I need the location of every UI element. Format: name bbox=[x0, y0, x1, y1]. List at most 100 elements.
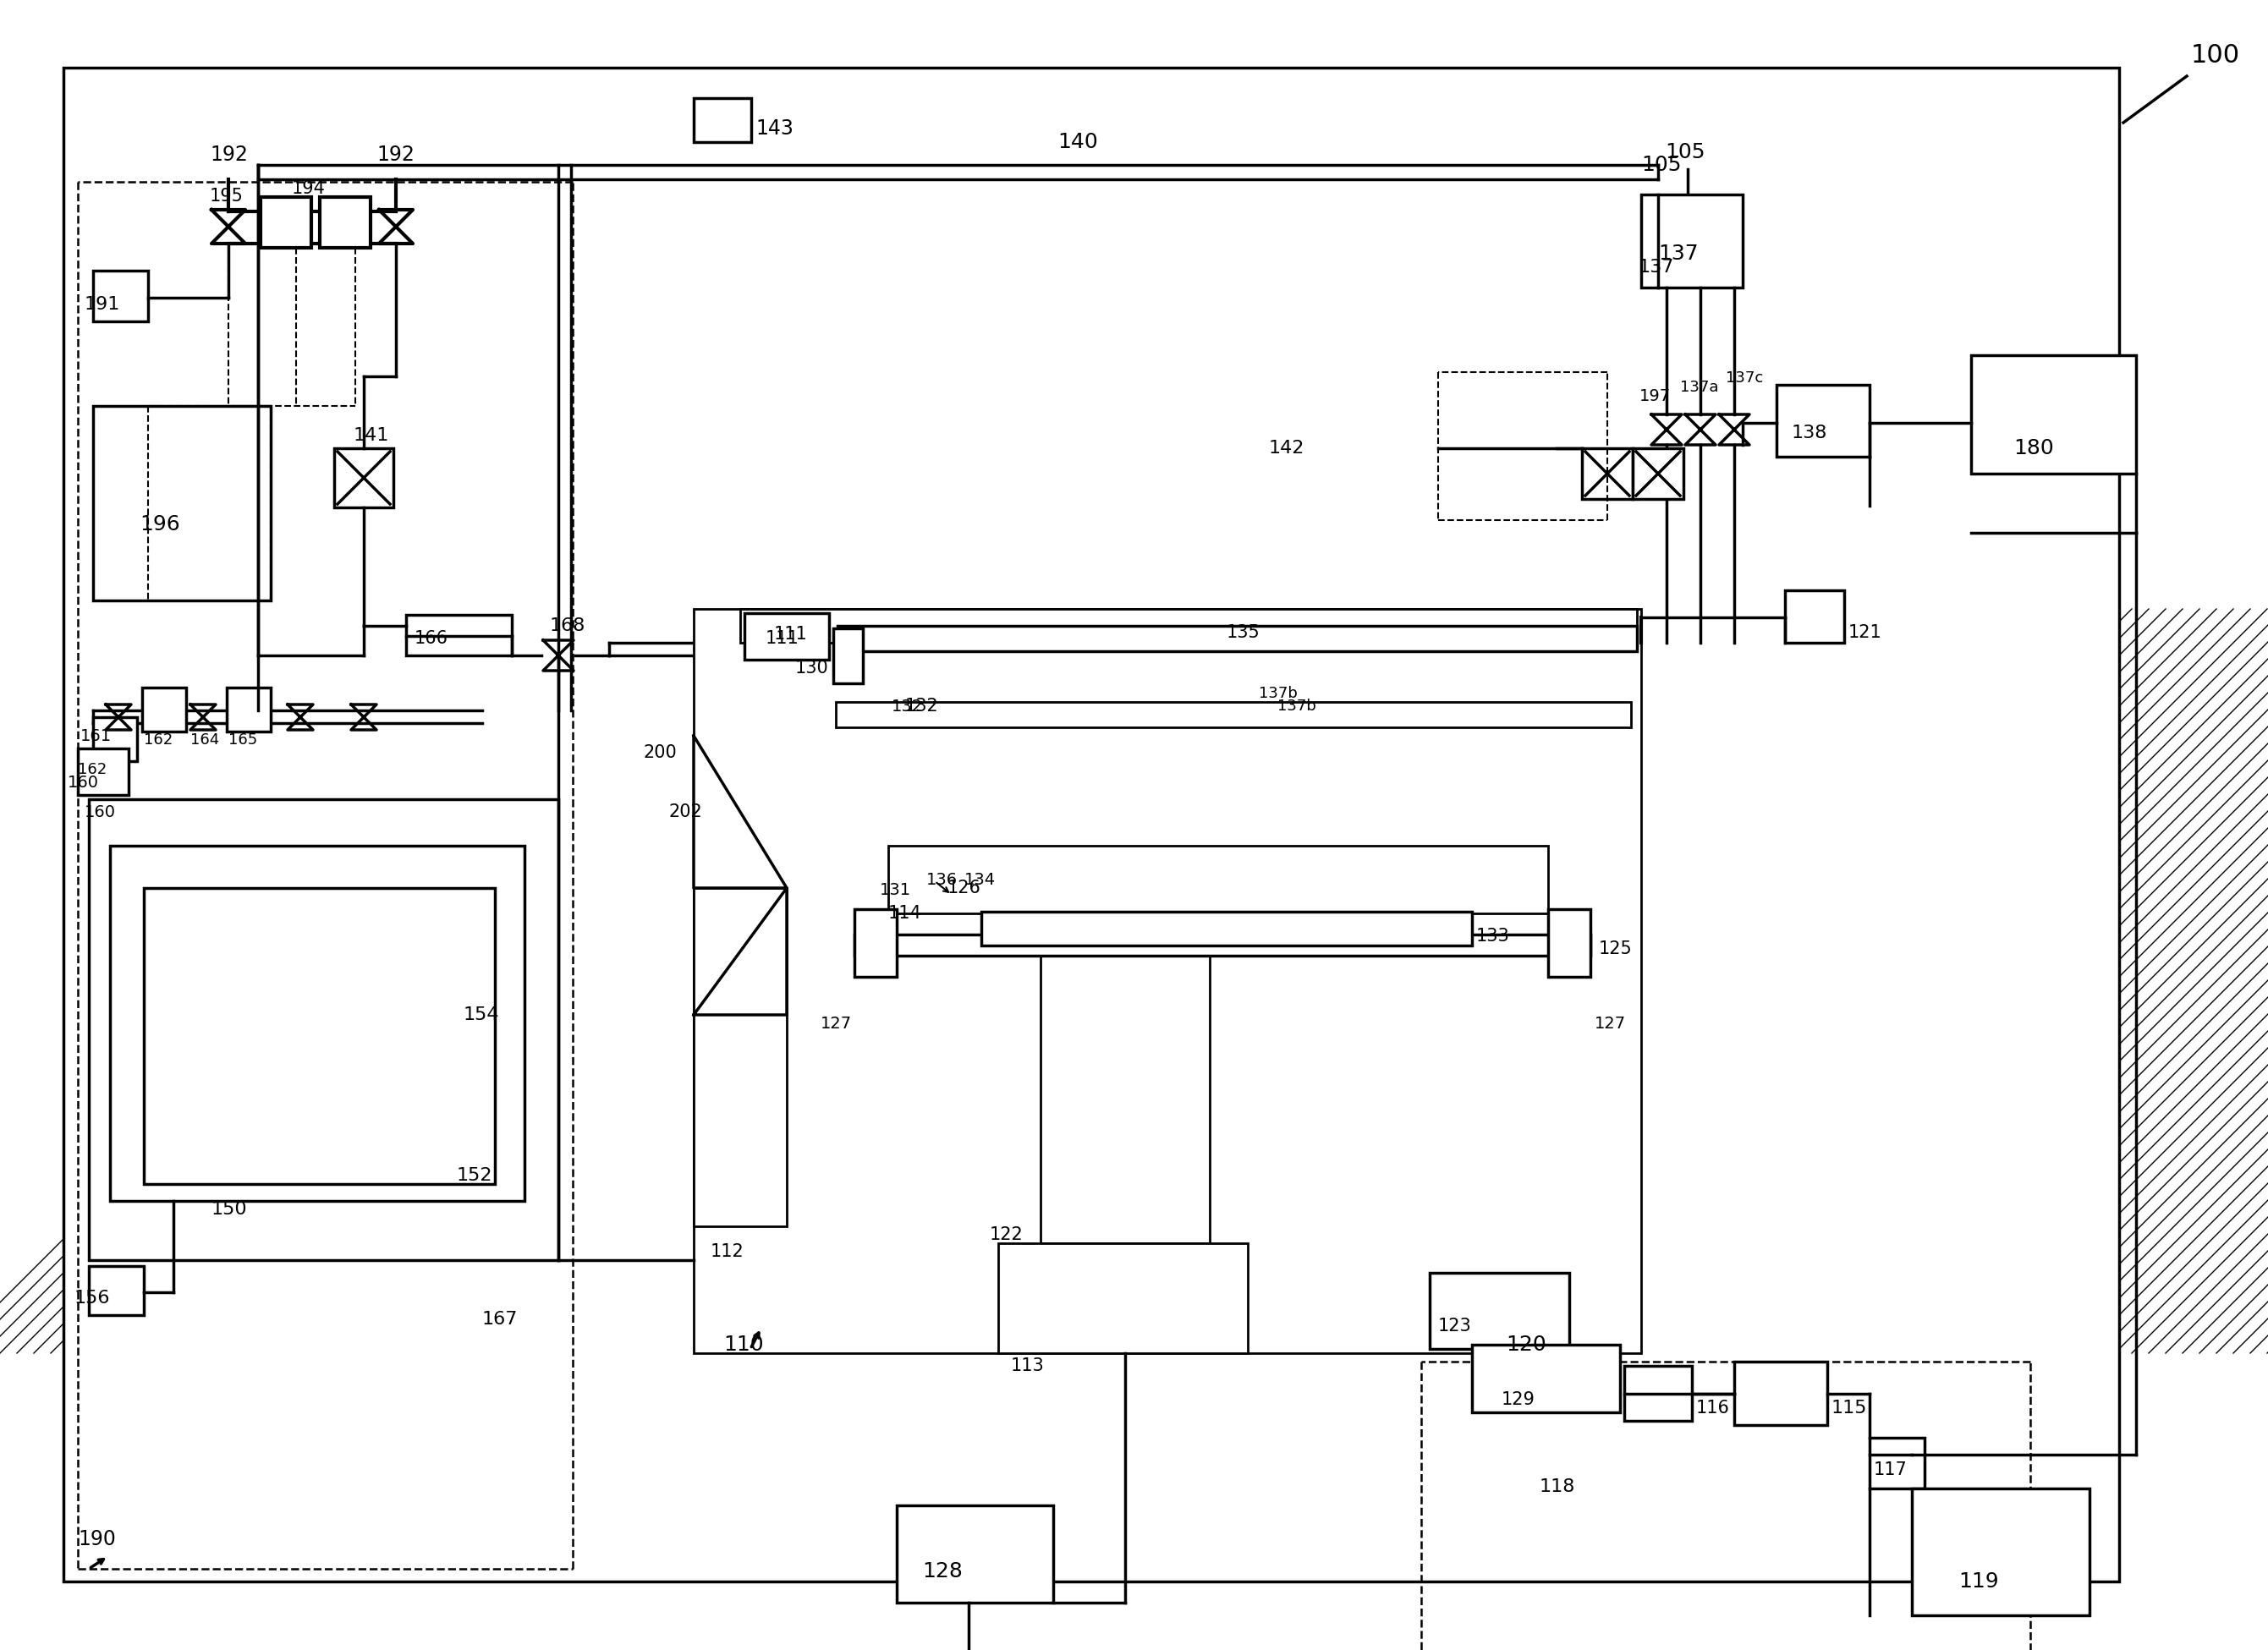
Text: 115: 115 bbox=[1833, 1399, 1867, 1417]
Text: 161: 161 bbox=[79, 728, 111, 744]
Text: 164: 164 bbox=[191, 733, 220, 747]
Text: 137: 137 bbox=[1658, 244, 1699, 264]
Text: 113: 113 bbox=[1012, 1358, 1046, 1374]
Bar bbox=[739, 609, 1637, 644]
Text: 123: 123 bbox=[1438, 1318, 1472, 1335]
Text: 190: 190 bbox=[77, 1530, 116, 1549]
Bar bbox=[261, 196, 311, 247]
Text: 111: 111 bbox=[773, 625, 807, 644]
Bar bbox=[744, 614, 830, 660]
Text: 129: 129 bbox=[1501, 1391, 1535, 1407]
Text: 154: 154 bbox=[463, 1006, 499, 1023]
Text: 116: 116 bbox=[1696, 1399, 1730, 1417]
Text: 122: 122 bbox=[989, 1226, 1023, 1242]
Text: 118: 118 bbox=[1540, 1478, 1576, 1495]
Bar bbox=[837, 701, 1631, 728]
Text: 105: 105 bbox=[1642, 155, 1681, 175]
Text: 140: 140 bbox=[1057, 132, 1098, 152]
Text: 197: 197 bbox=[1640, 388, 1672, 404]
Text: 111: 111 bbox=[767, 630, 798, 647]
Text: 130: 130 bbox=[796, 660, 828, 676]
Bar bbox=[1429, 1272, 1569, 1350]
Bar bbox=[855, 934, 1590, 955]
Text: 141: 141 bbox=[354, 427, 390, 444]
Text: 191: 191 bbox=[84, 295, 120, 314]
Bar bbox=[1583, 449, 1633, 498]
Text: 192: 192 bbox=[211, 145, 247, 165]
Bar bbox=[1912, 1488, 2089, 1615]
Text: 162: 162 bbox=[143, 733, 172, 747]
Text: 192: 192 bbox=[376, 145, 415, 165]
Bar bbox=[1869, 1437, 1926, 1488]
Bar bbox=[320, 196, 370, 247]
Bar bbox=[998, 1242, 1247, 1353]
Text: 127: 127 bbox=[1594, 1015, 1626, 1031]
Bar bbox=[1642, 195, 1742, 287]
Bar bbox=[837, 625, 1637, 652]
Bar bbox=[855, 909, 896, 977]
Text: 168: 168 bbox=[549, 617, 585, 634]
Text: 200: 200 bbox=[642, 744, 676, 761]
Bar bbox=[896, 1505, 1052, 1602]
Text: 152: 152 bbox=[456, 1167, 492, 1185]
Text: 165: 165 bbox=[229, 733, 256, 747]
Bar bbox=[77, 749, 129, 795]
Text: 137c: 137c bbox=[1726, 371, 1762, 386]
Text: 110: 110 bbox=[723, 1335, 764, 1355]
Bar bbox=[694, 888, 787, 1226]
Text: 167: 167 bbox=[483, 1310, 517, 1328]
Text: 194: 194 bbox=[293, 180, 327, 196]
Text: 132: 132 bbox=[891, 698, 923, 714]
Text: 100: 100 bbox=[2191, 43, 2241, 68]
Text: 137b: 137b bbox=[1259, 686, 1297, 701]
Text: 138: 138 bbox=[1792, 424, 1828, 442]
Polygon shape bbox=[694, 736, 787, 888]
Text: 112: 112 bbox=[710, 1242, 744, 1261]
Bar bbox=[143, 888, 494, 1185]
Text: 136: 136 bbox=[925, 871, 957, 888]
Bar bbox=[88, 799, 558, 1261]
Text: 202: 202 bbox=[669, 804, 701, 820]
Text: 160: 160 bbox=[84, 804, 116, 820]
Polygon shape bbox=[694, 888, 787, 1015]
Bar bbox=[93, 718, 136, 761]
Bar bbox=[93, 406, 270, 601]
Bar bbox=[333, 449, 392, 508]
Bar bbox=[694, 609, 1642, 1353]
Text: 127: 127 bbox=[821, 1015, 853, 1031]
Bar bbox=[88, 1266, 143, 1315]
Bar bbox=[889, 846, 1549, 914]
Text: 132: 132 bbox=[905, 698, 939, 714]
Bar bbox=[832, 629, 862, 683]
Text: 120: 120 bbox=[1506, 1335, 1547, 1355]
Bar bbox=[1735, 1361, 1828, 1426]
Bar bbox=[1472, 1345, 1619, 1412]
Text: 135: 135 bbox=[1227, 624, 1261, 642]
Text: 156: 156 bbox=[75, 1290, 111, 1307]
Text: 196: 196 bbox=[141, 515, 179, 535]
Text: 125: 125 bbox=[1599, 940, 1633, 957]
Text: 121: 121 bbox=[1848, 624, 1882, 642]
Text: 134: 134 bbox=[964, 871, 996, 888]
Bar bbox=[982, 912, 1472, 945]
Text: 150: 150 bbox=[211, 1201, 247, 1218]
Bar bbox=[1549, 909, 1590, 977]
Text: 133: 133 bbox=[1476, 927, 1510, 945]
Bar bbox=[1776, 384, 1869, 457]
Bar bbox=[227, 688, 270, 731]
Bar bbox=[1041, 914, 1209, 1242]
Text: 117: 117 bbox=[1873, 1462, 1907, 1478]
Bar bbox=[694, 97, 751, 142]
Text: 128: 128 bbox=[923, 1561, 962, 1581]
Text: 160: 160 bbox=[68, 774, 100, 790]
Bar bbox=[1633, 449, 1683, 498]
Text: 114: 114 bbox=[889, 904, 921, 922]
Text: 143: 143 bbox=[755, 119, 794, 139]
Bar bbox=[109, 846, 524, 1201]
Bar bbox=[1785, 591, 1844, 644]
Text: 119: 119 bbox=[1957, 1571, 1998, 1592]
Text: 126: 126 bbox=[948, 879, 982, 896]
Bar bbox=[93, 271, 147, 322]
Text: 105: 105 bbox=[1665, 142, 1706, 162]
Text: 137: 137 bbox=[1637, 259, 1674, 276]
